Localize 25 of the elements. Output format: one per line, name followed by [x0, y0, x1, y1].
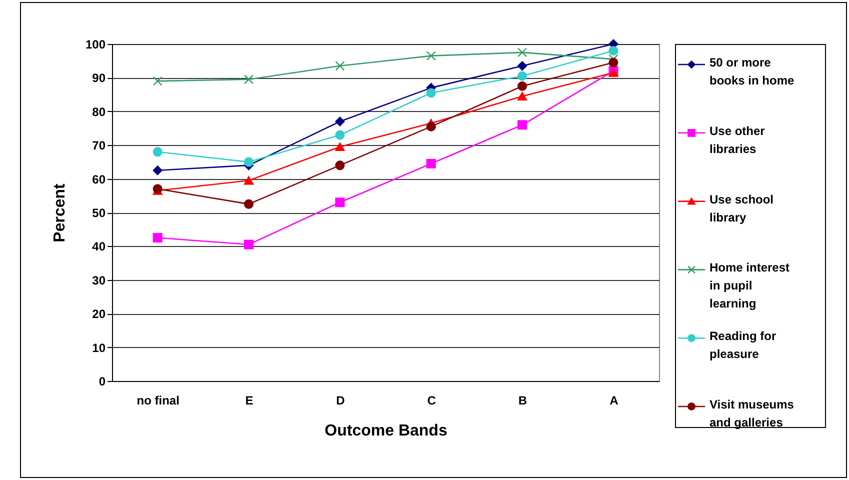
- y-tick-label: 40: [92, 240, 106, 254]
- legend-label: Reading for pleasure: [710, 329, 776, 362]
- x-tick-label: E: [245, 394, 254, 408]
- x-tick-label: A: [610, 394, 619, 408]
- legend-label: Visit museums and galleries: [710, 397, 794, 430]
- legend-label: Use other libraries: [710, 124, 766, 156]
- y-axis-title: Percent: [51, 182, 68, 242]
- legend-label: 50 or more books in home: [710, 56, 794, 88]
- y-tick-label: 80: [92, 104, 106, 119]
- y-tick-label: 0: [98, 374, 106, 388]
- y-tick-label: 100: [85, 38, 106, 52]
- legend-label: Home interest in pupil learning: [710, 260, 790, 311]
- y-tick-label: 10: [92, 340, 106, 355]
- x-tick-label: B: [518, 394, 528, 408]
- y-tick-label: 60: [92, 172, 106, 186]
- y-tick-label: 20: [92, 307, 106, 322]
- x-tick-label: no final: [136, 394, 180, 408]
- y-tick-label: 50: [92, 206, 106, 220]
- y-tick-label: 30: [92, 273, 106, 288]
- legend-label: Use school library: [710, 192, 774, 224]
- x-tick-label: D: [336, 394, 346, 408]
- y-tick-label: 70: [92, 138, 106, 153]
- x-axis-title: Outcome Bands: [324, 422, 448, 440]
- y-tick-label: 90: [92, 71, 106, 86]
- x-tick-label: C: [427, 394, 436, 408]
